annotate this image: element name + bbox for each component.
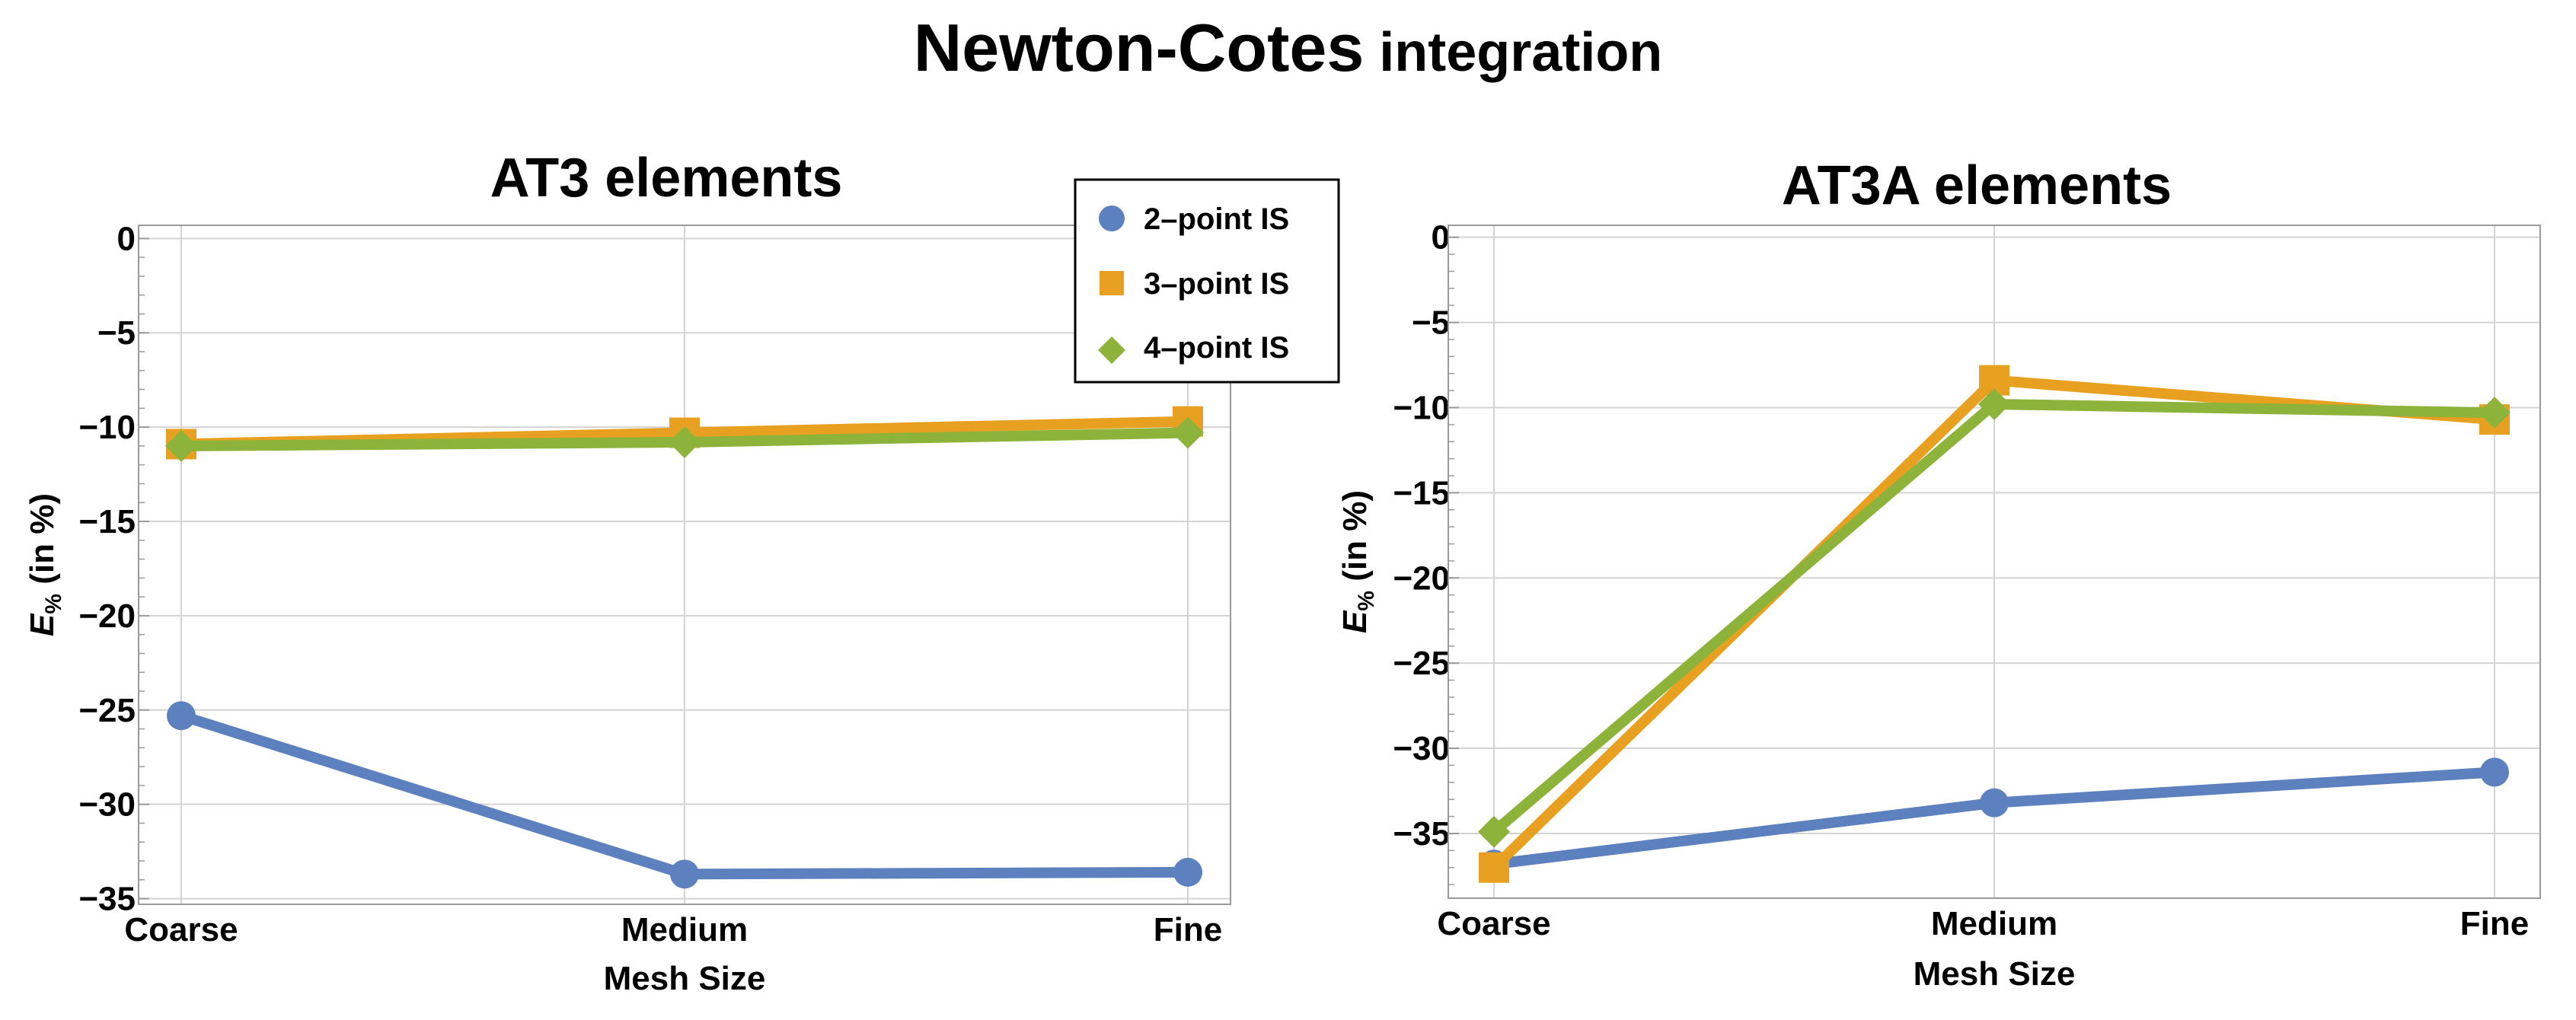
y-tick-label: −30	[1393, 730, 1450, 767]
figure-title: Newton-Cotes integration	[0, 6, 2576, 94]
x-axis-label: Mesh Size	[1914, 955, 2076, 993]
y-axis-label-sub: %	[41, 594, 66, 614]
x-tick-label: Fine	[1154, 911, 1222, 948]
y-tick-label: −25	[78, 692, 136, 729]
y-tick-label: −35	[1393, 815, 1450, 853]
legend-label-2pt: 2–point IS	[1144, 202, 1289, 236]
y-axis-label-rest: (in %)	[24, 493, 61, 594]
point-4pt	[165, 429, 197, 462]
y-axis-label-main: E	[1336, 610, 1374, 633]
y-axis-label: E% (in %)	[24, 493, 66, 636]
x-tick-label: Fine	[2460, 905, 2529, 942]
y-tick-label: −10	[1393, 389, 1450, 426]
chart-at3a: AT3A elements 0 −5 −10 −15 −20 −25 −30 −35 Coarse…	[1336, 155, 2541, 993]
point-2pt	[1173, 857, 1202, 887]
x-axis-label: Mesh Size	[604, 960, 766, 997]
point-3pt	[1479, 852, 1509, 883]
chart-title: AT3A elements	[1782, 155, 2172, 216]
legend-marker-2pt	[1099, 206, 1125, 231]
y-tick-label: −15	[78, 503, 136, 540]
plot-frame	[138, 225, 1231, 905]
y-tick-label: −15	[1393, 474, 1450, 512]
point-2pt	[1980, 788, 2009, 818]
point-4pt	[1172, 416, 1204, 449]
x-tick-label: Coarse	[124, 911, 238, 948]
legend-label-4pt: 4–point IS	[1144, 331, 1289, 365]
y-tick-label: 0	[117, 220, 136, 257]
y-tick-label: −20	[1393, 559, 1450, 597]
y-tick-label: 0	[1432, 219, 1450, 257]
y-tick-label: −30	[78, 786, 136, 824]
x-tick-label: Medium	[1931, 905, 2057, 942]
y-tick-label: −5	[97, 314, 136, 352]
point-4pt	[1978, 387, 2010, 420]
point-4pt	[2479, 397, 2511, 429]
point-4pt	[1478, 815, 1510, 848]
point-4pt	[669, 426, 701, 458]
plot-frame	[1448, 225, 2541, 899]
y-tick-label: −10	[78, 409, 136, 446]
legend-marker-4pt	[1098, 336, 1125, 364]
legend: 2–point IS 3–point IS 4–point IS	[1074, 178, 1340, 384]
point-2pt	[167, 701, 196, 731]
legend-marker-3pt	[1100, 271, 1124, 295]
y-tick-label: −5	[1412, 304, 1450, 342]
y-tick-label: −20	[78, 598, 136, 635]
y-axis-label-sub: %	[1354, 591, 1379, 611]
y-axis-label: E% (in %)	[1336, 490, 1379, 633]
point-2pt	[670, 859, 699, 889]
chart-title: AT3 elements	[490, 148, 843, 209]
figure-title-rest: integration	[1364, 22, 1663, 83]
y-tick-label: −35	[78, 881, 136, 918]
y-axis-label-main: E	[24, 613, 61, 636]
x-tick-label: Medium	[621, 911, 748, 948]
y-tick-label: −25	[1393, 645, 1450, 682]
legend-label-3pt: 3–point IS	[1144, 267, 1289, 301]
point-2pt	[2480, 757, 2509, 787]
x-tick-label: Coarse	[1437, 905, 1550, 942]
figure-title-main: Newton-Cotes	[913, 10, 1365, 85]
y-axis-label-rest: (in %)	[1336, 490, 1374, 591]
